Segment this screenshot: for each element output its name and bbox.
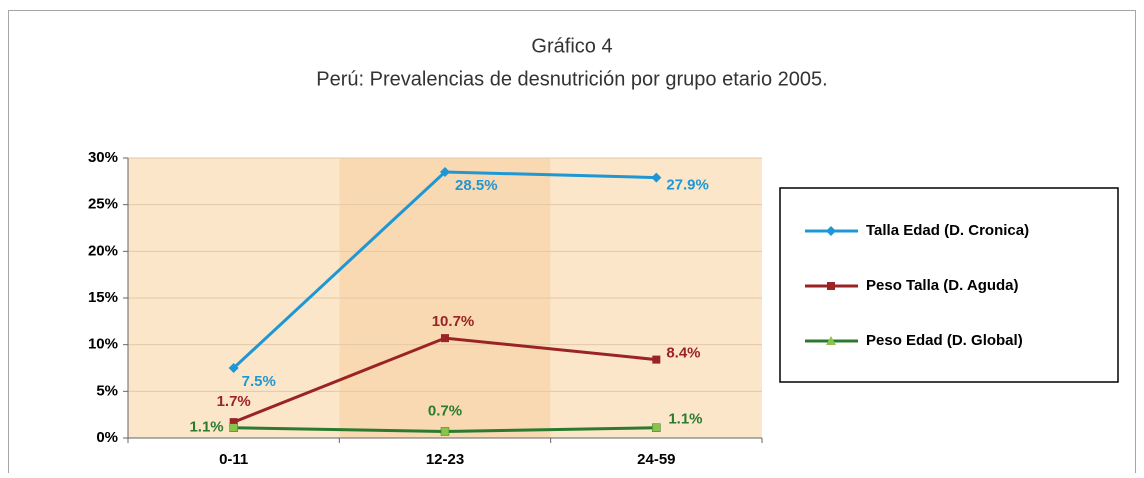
legend-marker [827, 282, 835, 290]
point-marker [441, 334, 449, 343]
x-tick-label: 0-11 [219, 451, 248, 468]
point-marker [651, 172, 662, 183]
data-label: 1.1% [668, 411, 702, 428]
y-tick-label: 20% [88, 242, 118, 259]
point-marker [229, 423, 238, 432]
point-marker [440, 167, 450, 177]
legend-label: Peso Talla (D. Aguda) [866, 277, 1019, 294]
chart-subtitle: Perú: Prevalencias de desnutrición por g… [316, 68, 827, 90]
point-marker [652, 423, 661, 432]
x-tick-label: 12-23 [426, 451, 464, 468]
legend-label: Peso Edad (D. Global) [866, 332, 1023, 349]
y-tick-label: 5% [96, 382, 118, 399]
legend-label: Talla Edad (D. Cronica) [866, 222, 1029, 239]
y-tick-label: 30% [88, 149, 118, 166]
point-marker [229, 418, 238, 427]
x-tick-label: 24-59 [637, 451, 675, 468]
point-marker [440, 427, 450, 436]
data-label: 1.7% [217, 393, 251, 410]
data-label: 7.5% [242, 373, 276, 390]
data-label: 28.5% [455, 177, 498, 194]
data-label: 27.9% [666, 177, 709, 194]
data-label: 8.4% [666, 345, 700, 362]
chart-title: Gráfico 4 [531, 35, 612, 57]
y-tick-label: 15% [88, 289, 118, 306]
legend-marker [826, 226, 836, 236]
data-label: 1.1% [189, 419, 223, 436]
point-marker [652, 355, 661, 364]
legend-marker [826, 336, 836, 345]
y-tick-label: 25% [88, 196, 118, 213]
point-marker [228, 363, 239, 373]
data-label: 0.7% [428, 402, 462, 419]
data-label: 10.7% [432, 313, 475, 330]
y-tick-label: 10% [88, 336, 118, 353]
y-tick-label: 0% [96, 429, 118, 446]
